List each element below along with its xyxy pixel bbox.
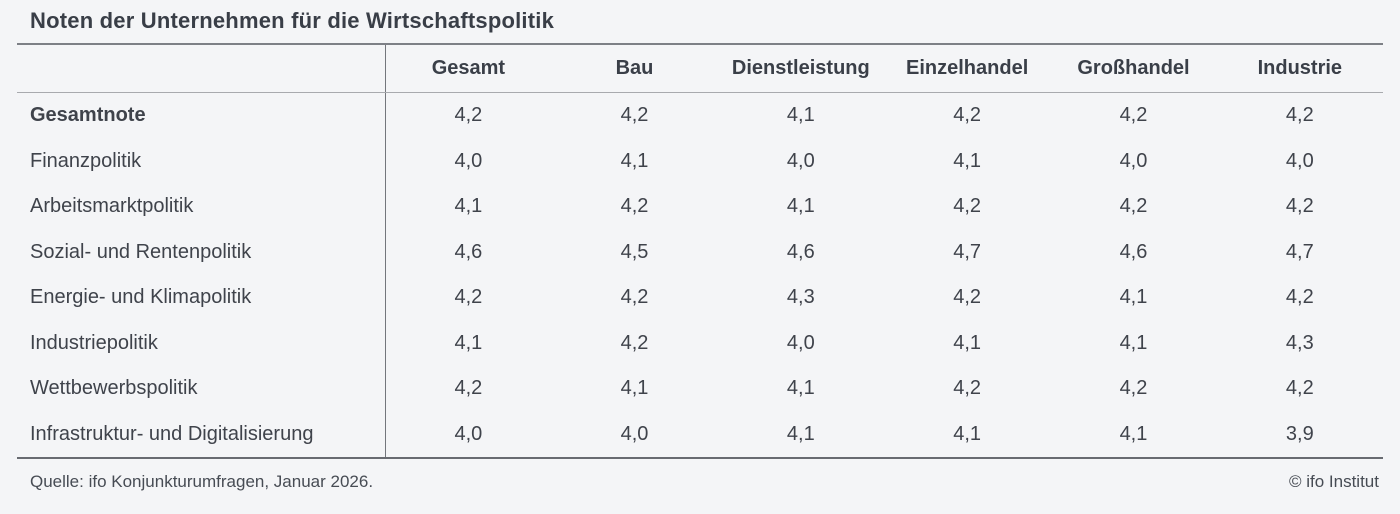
grade-cell: 4,2: [1285, 286, 1314, 309]
grade-cell: 4,2: [953, 104, 982, 127]
table-row-industriepolitik: Industriepolitik 4,1 4,2 4,0 4,1 4,1 4,3: [17, 320, 1383, 366]
table-row-finanzpolitik: Finanzpolitik 4,0 4,1 4,0 4,1 4,0 4,0: [17, 138, 1383, 184]
grade-cell: 4,1: [1119, 286, 1148, 309]
grade-cell: 4,2: [620, 104, 649, 127]
grade-cell: 4,2: [1119, 104, 1148, 127]
grade-cell: 4,2: [620, 331, 649, 354]
grade-cell: 4,1: [1119, 422, 1148, 445]
grade-cell: 4,7: [953, 240, 982, 263]
grade-cell: 4,0: [454, 149, 483, 172]
grade-cell: 4,6: [454, 240, 483, 263]
infographic-page: Noten der Unternehmen für die Wirtschaft…: [17, 8, 1383, 492]
grade-cell: 4,1: [786, 195, 815, 218]
table-row-arbeitsmarktpolitik: Arbeitsmarktpolitik 4,1 4,2 4,1 4,2 4,2 …: [17, 184, 1383, 230]
grade-cell: 4,0: [620, 422, 649, 445]
grade-cell: 4,3: [1285, 331, 1314, 354]
grade-cell: 4,2: [620, 195, 649, 218]
column-header-dienstleistung: Dienstleistung: [717, 44, 884, 93]
grade-cell: 4,1: [454, 195, 483, 218]
table-row-wettbewerbspolitik: Wettbewerbspolitik 4,2 4,1 4,1 4,2 4,2 4…: [17, 366, 1383, 412]
grade-cell: 4,2: [1119, 195, 1148, 218]
header-empty-cell: [17, 44, 386, 93]
grade-cell: 4,2: [454, 104, 483, 127]
grade-cell: 4,0: [786, 149, 815, 172]
column-header-gesamt: Gesamt: [385, 44, 552, 93]
column-header-bau: Bau: [551, 44, 718, 93]
column-header-einzelhandel: Einzelhandel: [883, 44, 1051, 93]
grade-cell: 4,2: [1285, 377, 1314, 400]
row-label: Arbeitsmarktpolitik: [17, 184, 386, 230]
grade-cell: 4,2: [953, 377, 982, 400]
row-label: Finanzpolitik: [17, 138, 386, 184]
row-label: Gesamtnote: [17, 92, 386, 139]
row-label: Energie- und Klimapolitik: [17, 275, 386, 321]
grade-cell: 4,3: [786, 286, 815, 309]
grade-cell: 4,2: [953, 195, 982, 218]
source-text: Quelle: ifo Konjunkturumfragen, Januar 2…: [30, 472, 374, 491]
grade-cell: 3,9: [1285, 422, 1314, 445]
grade-cell: 4,2: [1285, 195, 1314, 218]
grade-cell: 4,1: [620, 377, 649, 400]
page-title: Noten der Unternehmen für die Wirtschaft…: [30, 8, 555, 33]
grade-cell: 4,1: [620, 149, 649, 172]
grade-cell: 4,0: [1119, 149, 1148, 172]
grade-cell: 4,2: [1119, 377, 1148, 400]
grade-cell: 4,1: [454, 331, 483, 354]
grade-cell: 4,1: [786, 422, 815, 445]
grade-cell: 4,2: [454, 286, 483, 309]
grade-cell: 4,6: [786, 240, 815, 263]
header-row: Gesamt Bau Dienstleistung Einzelhandel G…: [17, 44, 1383, 93]
table-row-infrastruktur-und-digitalisierung: Infrastruktur- und Digitalisierung 4,0 4…: [17, 411, 1383, 458]
table-row-sozial-und-rentenpolitik: Sozial- und Rentenpolitik 4,6 4,5 4,6 4,…: [17, 229, 1383, 275]
grade-cell: 4,2: [620, 286, 649, 309]
row-label: Infrastruktur- und Digitalisierung: [17, 411, 386, 458]
grade-cell: 4,2: [454, 377, 483, 400]
row-label: Wettbewerbspolitik: [17, 366, 386, 412]
grade-cell: 4,2: [953, 286, 982, 309]
footer: Quelle: ifo Konjunkturumfragen, Januar 2…: [17, 472, 1383, 492]
grade-cell: 4,1: [786, 104, 815, 127]
grade-cell: 4,1: [953, 149, 982, 172]
grade-cell: 4,1: [953, 331, 982, 354]
grade-cell: 4,6: [1119, 240, 1148, 263]
column-header-industrie: Industrie: [1216, 44, 1383, 93]
column-header-grosshandel: Großhandel: [1050, 44, 1217, 93]
grade-cell: 4,0: [454, 422, 483, 445]
grade-cell: 4,0: [786, 331, 815, 354]
table-row-gesamtnote: Gesamtnote 4,2 4,2 4,1 4,2 4,2 4,2: [17, 92, 1383, 139]
grade-cell: 4,0: [1285, 149, 1314, 172]
row-label: Sozial- und Rentenpolitik: [17, 229, 386, 275]
table-row-energie-und-klimapolitik: Energie- und Klimapolitik 4,2 4,2 4,3 4,…: [17, 275, 1383, 321]
grade-cell: 4,5: [620, 240, 649, 263]
grade-cell: 4,1: [786, 377, 815, 400]
row-label: Industriepolitik: [17, 320, 386, 366]
grade-cell: 4,2: [1285, 104, 1314, 127]
grade-cell: 4,1: [1119, 331, 1148, 354]
grades-table: Gesamt Bau Dienstleistung Einzelhandel G…: [17, 43, 1383, 459]
grade-cell: 4,1: [953, 422, 982, 445]
grade-cell: 4,7: [1285, 240, 1314, 263]
copyright-text: © ifo Institut: [1288, 472, 1379, 491]
